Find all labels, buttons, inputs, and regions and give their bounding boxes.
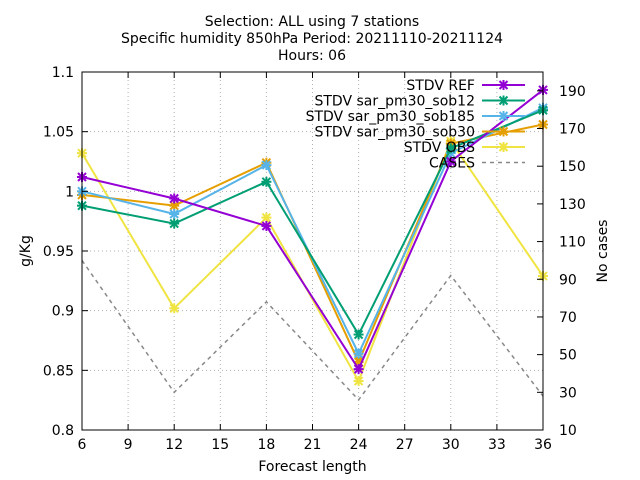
y2-tick-label: 110 bbox=[559, 235, 586, 251]
series-line bbox=[81, 89, 544, 372]
y-tick-label: 1.1 bbox=[52, 65, 74, 81]
grid bbox=[82, 72, 543, 430]
x-tick-label: 33 bbox=[488, 437, 506, 453]
series-2-point bbox=[169, 209, 180, 220]
y-tick-label: 1.05 bbox=[43, 125, 74, 141]
x-tick-label: 30 bbox=[442, 437, 460, 453]
legend-point bbox=[498, 111, 509, 121]
series-2-point bbox=[353, 348, 364, 359]
y-tick-label: 0.85 bbox=[43, 363, 74, 379]
x-tick-label: 24 bbox=[350, 437, 368, 453]
y2-tick-label: 10 bbox=[559, 423, 577, 439]
y2-tick-label: 130 bbox=[559, 197, 586, 213]
x-tick-label: 27 bbox=[396, 437, 414, 453]
series-0-point bbox=[169, 193, 180, 204]
y-tick-label: 0.8 bbox=[52, 423, 74, 439]
y2-tick-label: 150 bbox=[559, 159, 586, 175]
y2-tick-label: 170 bbox=[559, 122, 586, 138]
legend-label: STDV OBS bbox=[404, 140, 475, 156]
series-line bbox=[81, 123, 544, 365]
y-tick-label: 0.9 bbox=[52, 304, 74, 320]
series-5 bbox=[81, 259, 544, 402]
title-line: Specific humidity 850hPa Period: 2021111… bbox=[121, 31, 503, 47]
series-1-point bbox=[445, 143, 456, 154]
x-tick-label: 36 bbox=[534, 437, 552, 453]
y2-tick-label: 90 bbox=[559, 272, 577, 288]
legend-label: STDV sar_pm30_sob12 bbox=[314, 94, 475, 110]
y2-axis-label: No cases bbox=[595, 220, 611, 283]
legend-point bbox=[498, 95, 509, 106]
legend-point bbox=[498, 126, 509, 137]
title-line: Hours: 06 bbox=[278, 48, 346, 64]
legend-label: CASES bbox=[429, 156, 475, 172]
ticks: 6 9 12 15 18 21 24 27 30 33 36 0.8 0.85 0.9 0.95 1 1.05 1… bbox=[43, 65, 586, 453]
x-tick-label: 21 bbox=[304, 437, 322, 453]
series-4-point bbox=[261, 212, 272, 223]
series-layer bbox=[77, 84, 548, 402]
y2-tick-label: 70 bbox=[559, 310, 577, 326]
x-tick-label: 15 bbox=[211, 437, 229, 453]
x-tick-label: 12 bbox=[165, 437, 183, 453]
y-tick-label: 1 bbox=[65, 184, 74, 200]
y2-tick-label: 190 bbox=[559, 84, 586, 100]
x-axis-label: Forecast length bbox=[258, 459, 366, 475]
legend-point bbox=[498, 142, 509, 152]
series-0 bbox=[77, 84, 548, 375]
series-2-point bbox=[261, 160, 272, 171]
title-line: Selection: ALL using 7 stations bbox=[205, 14, 419, 30]
series-line bbox=[81, 259, 544, 402]
y-axis-label: g/Kg bbox=[18, 235, 34, 267]
x-tick-label: 9 bbox=[124, 437, 133, 453]
y2-tick-label: 30 bbox=[559, 385, 577, 401]
legend-label: STDV sar_pm30_sob30 bbox=[314, 125, 475, 141]
series-0-point bbox=[445, 156, 456, 167]
series-line bbox=[81, 109, 544, 337]
x-tick-label: 18 bbox=[257, 437, 275, 453]
legend-label: STDV REF bbox=[406, 78, 475, 94]
y-tick-label: 0.95 bbox=[43, 244, 74, 260]
series-0-point bbox=[353, 364, 364, 375]
chart-title: Selection: ALL using 7 stationsSpecific … bbox=[121, 14, 503, 64]
series-1-point bbox=[261, 176, 272, 187]
y2-tick-label: 50 bbox=[559, 348, 577, 364]
legend-label: STDV sar_pm30_sob185 bbox=[306, 109, 475, 125]
series-0-point bbox=[261, 220, 272, 231]
series-1-point bbox=[353, 329, 364, 340]
x-tick-label: 6 bbox=[78, 437, 87, 453]
series-1-point bbox=[169, 218, 180, 229]
legend-point bbox=[498, 80, 509, 90]
series-4-point bbox=[169, 303, 180, 314]
series-4-point bbox=[353, 376, 364, 387]
